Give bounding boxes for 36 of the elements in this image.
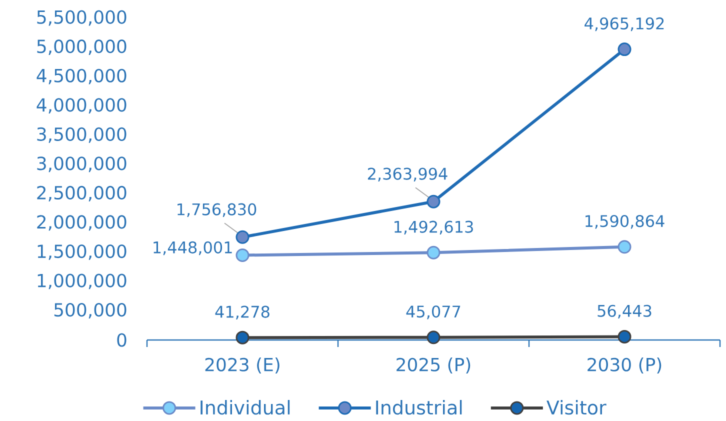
data-label: 41,278 [215,306,270,320]
point [618,240,632,254]
point [426,194,440,208]
y-tick-label: 5,000,000 [37,40,126,55]
y-tick-label: 1,000,000 [38,274,126,290]
data-label: 56,443 [598,304,652,319]
y-tick-label: 0 [117,333,126,347]
point [426,246,440,260]
data-label: 2,363,994 [368,168,448,182]
data-label: 1,756,830 [178,203,256,218]
data-label: 45,077 [406,305,460,320]
x-tick-label: 2023 (E) [205,358,280,374]
x-tick-label: 2030 (P) [588,358,662,374]
x-tick-label: 2025 (P) [396,358,470,374]
y-tick-label: 2,000,000 [37,215,126,231]
point [236,230,250,244]
legend-label: Industrial [376,400,462,415]
data-label: 1,492,613 [394,220,473,234]
point [426,330,440,344]
y-tick-label: 4,500,000 [36,68,126,84]
point [236,248,250,262]
point [236,330,250,344]
y-tick-label: 4,000,000 [36,98,126,114]
y-tick-label: 3,000,000 [37,156,126,172]
y-tick-label: 3,500,000 [37,127,126,143]
data-label: 1,590,864 [586,214,664,229]
legend-label: Individual [200,400,290,415]
data-label: 1,448,001 [154,241,232,256]
legend-label: Visitor [546,400,606,415]
y-tick-label: 1,500,000 [38,244,126,260]
point [618,42,632,56]
y-tick-label: 2,500,000 [37,186,126,202]
data-label: 4,965,192 [584,17,664,32]
y-tick-label: 5,500,000 [37,10,126,26]
point [618,330,632,344]
y-tick-label: 500,000 [54,303,126,318]
